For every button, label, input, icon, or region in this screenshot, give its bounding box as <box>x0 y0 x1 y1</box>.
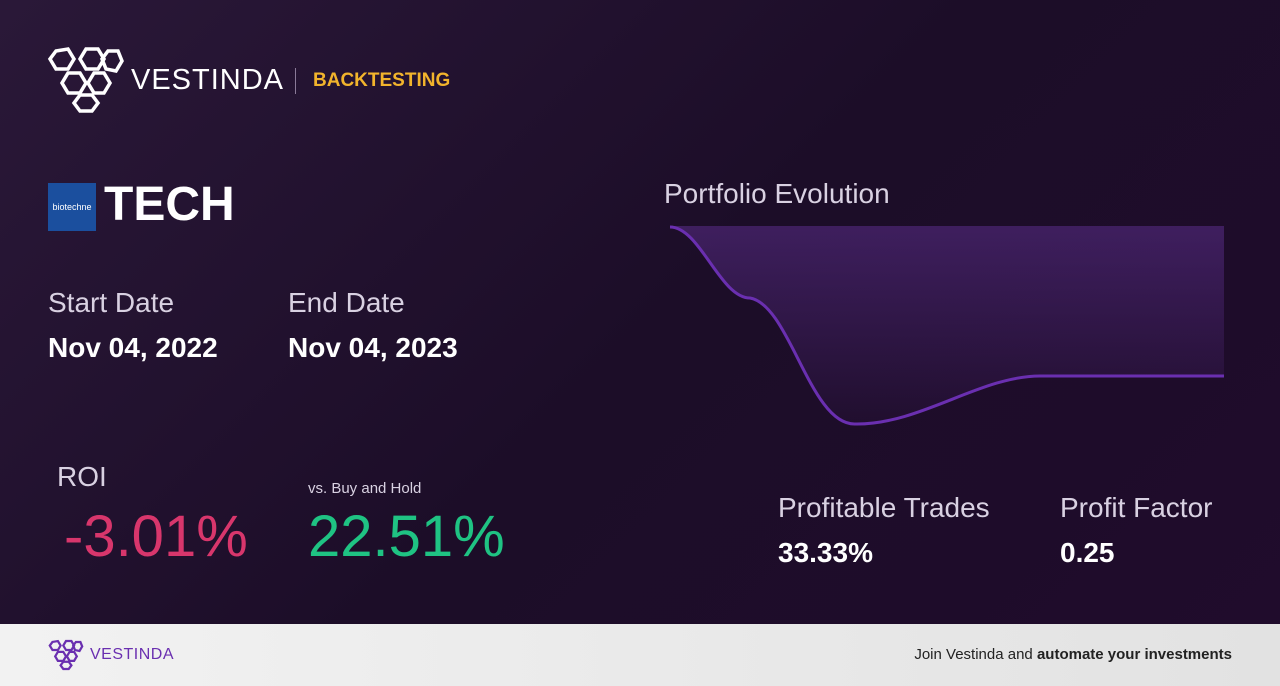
profitable-trades-value: 33.33% <box>778 537 873 568</box>
brand-logo <box>47 47 124 113</box>
footer: VESTINDA Join Vestinda and automate your… <box>0 624 1280 686</box>
buy-hold-value: 22.51% <box>308 504 505 569</box>
footer-text: Join Vestinda and <box>914 646 1033 663</box>
portfolio-chart <box>669 225 1224 426</box>
chart-line <box>669 225 1224 426</box>
end-date-value: Nov 04, 2023 <box>288 332 458 363</box>
chart-area <box>670 226 1224 425</box>
profit-factor-value: 0.25 <box>1060 537 1115 568</box>
end-date-label: End Date <box>288 287 405 318</box>
footer-cta: Join Vestinda and automate your investme… <box>914 646 1232 663</box>
footer-text-bold: automate your investments <box>1036 646 1232 663</box>
profit-factor-label: Profit Factor <box>1060 492 1213 523</box>
ticker: TECH <box>104 178 235 231</box>
chart-title: Portfolio Evolution <box>664 178 890 209</box>
divider <box>295 68 296 94</box>
buy-hold-label: vs. Buy and Hold <box>308 480 422 497</box>
section-label: BACKTESTING <box>313 70 451 91</box>
start-date-value: Nov 04, 2022 <box>48 332 218 363</box>
asset-logo: biotechne <box>48 183 96 231</box>
roi-label: ROI <box>57 461 107 492</box>
profitable-trades-label: Profitable Trades <box>778 492 990 523</box>
roi-value: -3.01% <box>64 504 248 569</box>
footer-brand: VESTINDA <box>90 646 175 663</box>
footer-logo <box>48 639 84 671</box>
brand-name: VESTINDA <box>131 64 285 96</box>
start-date-label: Start Date <box>48 287 175 318</box>
